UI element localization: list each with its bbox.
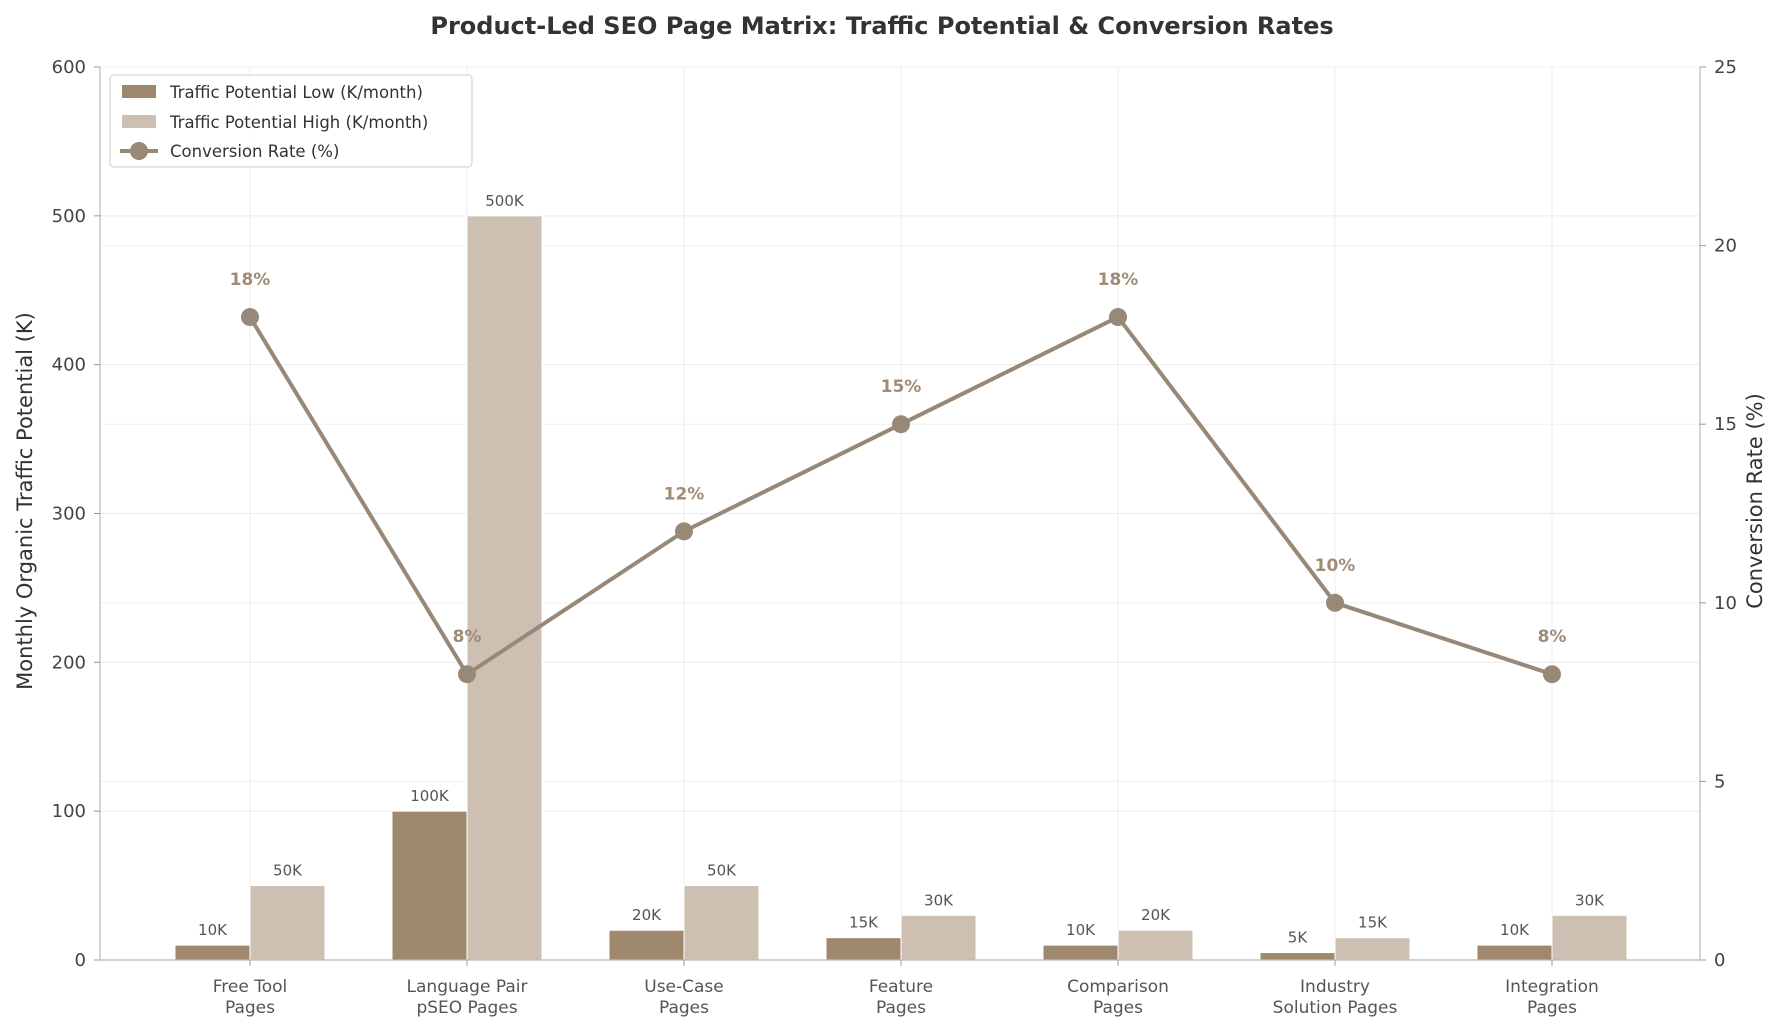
legend-swatch-low [122, 85, 156, 98]
legend: Traffic Potential Low (K/month) Traffic P… [109, 74, 473, 168]
x-tick-label: Pages [1527, 998, 1577, 1018]
y-tick-label: 200 [52, 652, 86, 673]
legend-label-low: Traffic Potential Low (K/month) [169, 83, 423, 102]
bar-traffic-high [1334, 937, 1411, 961]
bar-traffic-low [391, 810, 468, 961]
y2-tick-label: 5 [1714, 771, 1725, 792]
bar-traffic-low [1476, 944, 1553, 961]
conversion-rate-point [675, 522, 693, 541]
labels-layer: 10K 50K 100K 500K 20K 50K 15K 30K 10K 20K 5K 15K 10K… [198, 192, 1605, 947]
x-tick-label: pSEO Pages [416, 998, 517, 1018]
bar-traffic-low [1259, 952, 1336, 961]
legend-marker-rate [130, 142, 148, 160]
y2-tick-label: 10 [1714, 593, 1737, 614]
bar-traffic-low [174, 944, 251, 961]
bar-label-high: 30K [1575, 891, 1605, 909]
conversion-rate-label: 8% [453, 627, 482, 647]
conversion-rate-point [1109, 308, 1127, 327]
bar-label-high: 30K [924, 891, 954, 909]
bar-label-high: 50K [707, 862, 737, 880]
x-tick-label: Free Tool [213, 977, 288, 997]
conversion-rate-point [241, 308, 259, 327]
y-tick-label: 0 [75, 950, 86, 971]
bar-label-high: 500K [485, 192, 525, 210]
bar-label-low: 10K [198, 921, 228, 939]
x-tick-label: Integration [1505, 977, 1599, 997]
chart-title: Product-Led SEO Page Matrix: Traffic Pot… [430, 12, 1333, 40]
grid-layer [100, 66, 1700, 961]
y2-tick-label: 15 [1714, 414, 1737, 435]
bar-traffic-high [1117, 929, 1194, 961]
bar-traffic-low [825, 937, 902, 961]
bar-label-low: 10K [1066, 921, 1096, 939]
conversion-rate-label: 18% [1098, 270, 1139, 290]
y2-axis-label: Conversion Rate (%) [1743, 393, 1767, 609]
x-tick-label: Feature [869, 977, 933, 997]
conversion-rate-point [892, 415, 910, 434]
y-tick-label: 100 [52, 801, 86, 822]
y-tick-label: 400 [52, 355, 86, 376]
bar-label-low: 5K [1288, 929, 1309, 947]
conversion-rate-label: 15% [881, 377, 922, 397]
x-tick-label: Industry [1300, 977, 1370, 997]
x-tick-label: Pages [876, 998, 926, 1018]
y-axis-label: Monthly Organic Traffic Potential (K) [13, 312, 37, 690]
bar-traffic-high [249, 885, 326, 961]
bar-traffic-high [900, 914, 977, 961]
line-layer [241, 308, 1561, 684]
bar-traffic-high [466, 215, 543, 961]
x-tick-label: Use-Case [644, 977, 724, 997]
bar-label-high: 20K [1141, 906, 1171, 924]
conversion-rate-point [458, 665, 476, 684]
bars-layer [174, 215, 1628, 961]
bar-traffic-low [608, 929, 685, 961]
x-tick-label: Comparison [1067, 977, 1169, 997]
legend-box [109, 74, 473, 168]
conversion-rate-label: 8% [1538, 627, 1567, 647]
y2-tick-label: 25 [1714, 57, 1737, 78]
bar-label-high: 15K [1358, 914, 1388, 932]
bar-label-low: 20K [632, 906, 662, 924]
bar-label-low: 100K [410, 787, 450, 805]
x-tick-label: Language Pair [407, 977, 528, 997]
conversion-rate-label: 12% [664, 484, 705, 504]
bar-label-low: 10K [1500, 921, 1530, 939]
y-tick-label: 500 [52, 206, 86, 227]
legend-label-rate: Conversion Rate (%) [170, 142, 339, 161]
bar-label-high: 50K [273, 862, 303, 880]
y2-tick-label: 0 [1714, 950, 1725, 971]
conversion-rate-point [1543, 665, 1561, 684]
conversion-rate-label: 10% [1315, 556, 1356, 576]
bar-label-low: 15K [849, 914, 879, 932]
legend-label-high: Traffic Potential High (K/month) [169, 113, 428, 132]
y-tick-label: 600 [52, 57, 86, 78]
x-tick-label: Pages [1093, 998, 1143, 1018]
bar-traffic-high [683, 885, 760, 961]
x-tick-label: Pages [659, 998, 709, 1018]
bar-traffic-high [1551, 914, 1628, 961]
bar-traffic-low [1042, 944, 1119, 961]
y-tick-label: 300 [52, 504, 86, 525]
x-tick-label: Pages [225, 998, 275, 1018]
legend-swatch-high [122, 115, 156, 128]
conversion-rate-label: 18% [230, 270, 271, 290]
y2-tick-label: 20 [1714, 236, 1737, 257]
x-tick-label: Solution Pages [1273, 998, 1398, 1018]
conversion-rate-point [1326, 593, 1344, 612]
